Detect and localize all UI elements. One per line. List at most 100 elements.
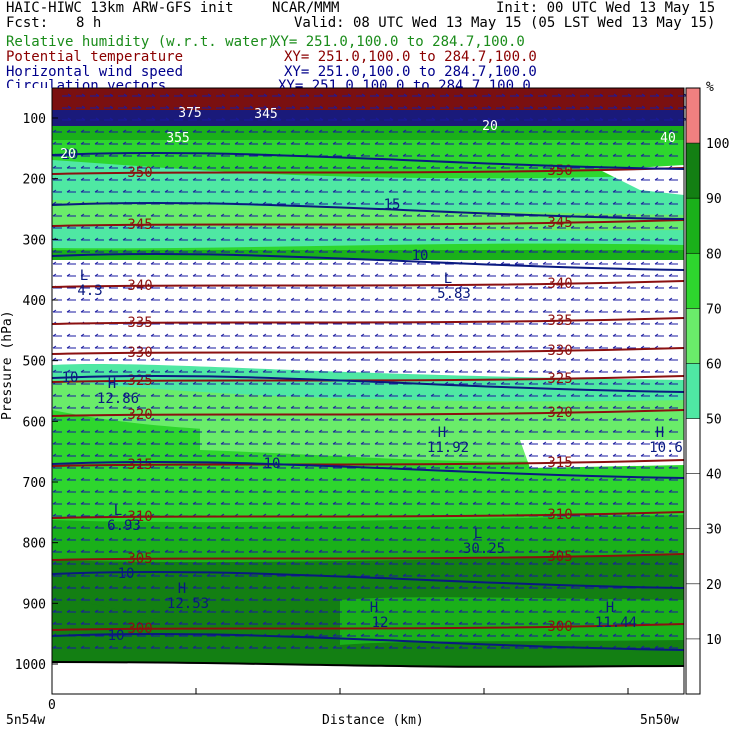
- vector-arrow-head: [542, 237, 547, 241]
- vector-arrow-head: [52, 501, 57, 505]
- vector-arrow-head: [388, 189, 393, 193]
- vector-arrow-head: [276, 537, 281, 541]
- vector-arrow-head: [668, 489, 673, 493]
- vector-arrow-head: [445, 105, 450, 109]
- vector-arrow-head: [584, 621, 589, 625]
- vector-arrow-head: [612, 525, 617, 529]
- vector-arrow-head: [514, 321, 519, 325]
- vector-arrow-head: [388, 405, 393, 409]
- vector-arrow-head: [458, 405, 463, 409]
- vector-arrow-head: [528, 621, 533, 625]
- vector-arrow-head: [192, 585, 197, 589]
- vector-arrow-head: [626, 621, 631, 625]
- vector-arrow-head: [374, 393, 379, 397]
- vector-arrow-head: [276, 177, 281, 181]
- vector-arrow-head: [192, 645, 197, 649]
- vector-arrow-head: [80, 561, 85, 565]
- vector-arrow-head: [472, 501, 477, 505]
- vector-arrow-head: [122, 345, 127, 349]
- vector-arrow-head: [486, 585, 491, 589]
- vector-arrow-head: [514, 561, 519, 565]
- vector-arrow-head: [164, 561, 169, 565]
- vector-arrow-head: [556, 369, 561, 373]
- vector-arrow-head: [220, 501, 225, 505]
- vector-arrow-head: [668, 201, 673, 205]
- colorbar-unit: %: [706, 80, 714, 95]
- vector-arrow-head: [598, 621, 603, 625]
- vector-arrow-head: [570, 297, 575, 301]
- vector-arrow-head: [374, 285, 379, 289]
- vector-arrow-head: [626, 537, 631, 541]
- vector-arrow-head: [416, 489, 421, 493]
- vector-arrow-head: [80, 537, 85, 541]
- vector-arrow-head: [94, 549, 99, 553]
- vector-arrow-head: [136, 597, 141, 601]
- vector-arrow-head: [220, 225, 225, 229]
- vector-arrow-head: [557, 93, 562, 97]
- vector-arrow-head: [388, 153, 393, 157]
- vector-arrow-head: [458, 453, 463, 457]
- vector-arrow-head: [416, 369, 421, 373]
- vector-arrow-head: [500, 477, 505, 481]
- vector-arrow-head: [318, 129, 323, 133]
- vector-arrow-head: [220, 609, 225, 613]
- vector-arrow-head: [346, 585, 351, 589]
- vector-arrow-head: [612, 465, 617, 469]
- vector-arrow-head: [515, 93, 520, 97]
- vector-arrow-head: [430, 285, 435, 289]
- vector-arrow-head: [416, 585, 421, 589]
- vector-arrow-head: [388, 213, 393, 217]
- vector-arrow-head: [332, 561, 337, 565]
- vector-arrow-head: [234, 345, 239, 349]
- vector-arrow-head: [598, 333, 603, 337]
- vector-arrow-head: [178, 369, 183, 373]
- vector-arrow-head: [206, 345, 211, 349]
- vector-arrow-head: [122, 489, 127, 493]
- vector-arrow-head: [178, 249, 183, 253]
- vector-arrow-head: [514, 309, 519, 313]
- vector-arrow-head: [136, 441, 141, 445]
- vector-arrow-head: [612, 609, 617, 613]
- vector-arrow-head: [556, 273, 561, 277]
- vector-arrow-head: [80, 129, 85, 133]
- vector-arrow-head: [458, 189, 463, 193]
- vector-arrow-head: [136, 429, 141, 433]
- vector-arrow-head: [150, 189, 155, 193]
- vector-arrow-head: [626, 417, 631, 421]
- vector-arrow-head: [388, 201, 393, 205]
- vector-arrow-head: [318, 633, 323, 637]
- theta-contour-label: 305: [127, 551, 152, 567]
- vector-arrow-head: [178, 261, 183, 265]
- vector-arrow-head: [122, 609, 127, 613]
- vector-arrow-head: [543, 117, 548, 121]
- vector-arrow-head: [500, 561, 505, 565]
- vector-arrow-head: [584, 561, 589, 565]
- vector-arrow-head: [486, 465, 491, 469]
- vector-arrow-head: [66, 453, 71, 457]
- vector-arrow-head: [430, 489, 435, 493]
- top-contour-label: 375: [178, 106, 201, 121]
- vector-arrow-head: [234, 237, 239, 241]
- vector-arrow-head: [136, 549, 141, 553]
- vector-arrow-head: [654, 441, 659, 445]
- vector-arrow-head: [402, 489, 407, 493]
- vector-arrow-head: [472, 417, 477, 421]
- vector-arrow-head: [486, 381, 491, 385]
- vector-arrow-head: [206, 573, 211, 577]
- legend-wspd-label: Horizontal wind speed: [6, 64, 184, 80]
- vector-arrow-head: [360, 633, 365, 637]
- vector-arrow-head: [431, 117, 436, 121]
- vector-arrow-head: [206, 369, 211, 373]
- vector-arrow-head: [150, 237, 155, 241]
- vector-arrow-head: [472, 273, 477, 277]
- vector-arrow-head: [375, 117, 380, 121]
- vector-arrow-head: [150, 537, 155, 541]
- vector-arrow-head: [654, 405, 659, 409]
- vector-arrow-head: [640, 153, 645, 157]
- vector-arrow-head: [263, 93, 268, 97]
- vector-arrow-head: [346, 561, 351, 565]
- top-contour-label: 345: [254, 107, 277, 122]
- vector-arrow-head: [318, 369, 323, 373]
- vector-arrow-head: [80, 165, 85, 169]
